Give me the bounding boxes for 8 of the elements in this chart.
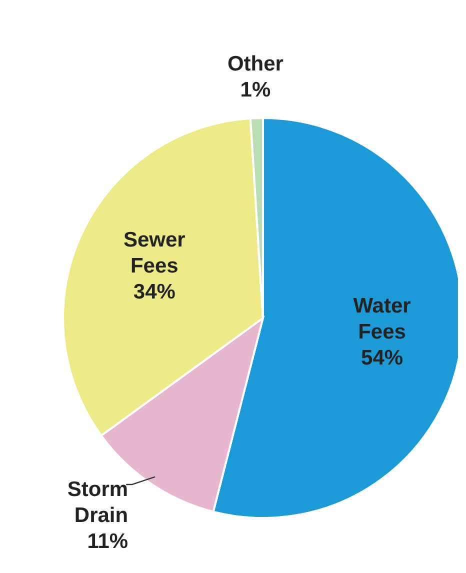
slice-label: Sewer Fees bbox=[123, 228, 186, 278]
slice-label: Other bbox=[227, 52, 284, 76]
data-label: 1% bbox=[240, 78, 271, 102]
data-label: 54% bbox=[361, 346, 404, 370]
data-label: 11% bbox=[87, 530, 128, 554]
slice-label: Storm Drain bbox=[67, 478, 128, 528]
slice-label: Water Fees bbox=[353, 294, 411, 344]
data-label: 34% bbox=[133, 280, 176, 304]
